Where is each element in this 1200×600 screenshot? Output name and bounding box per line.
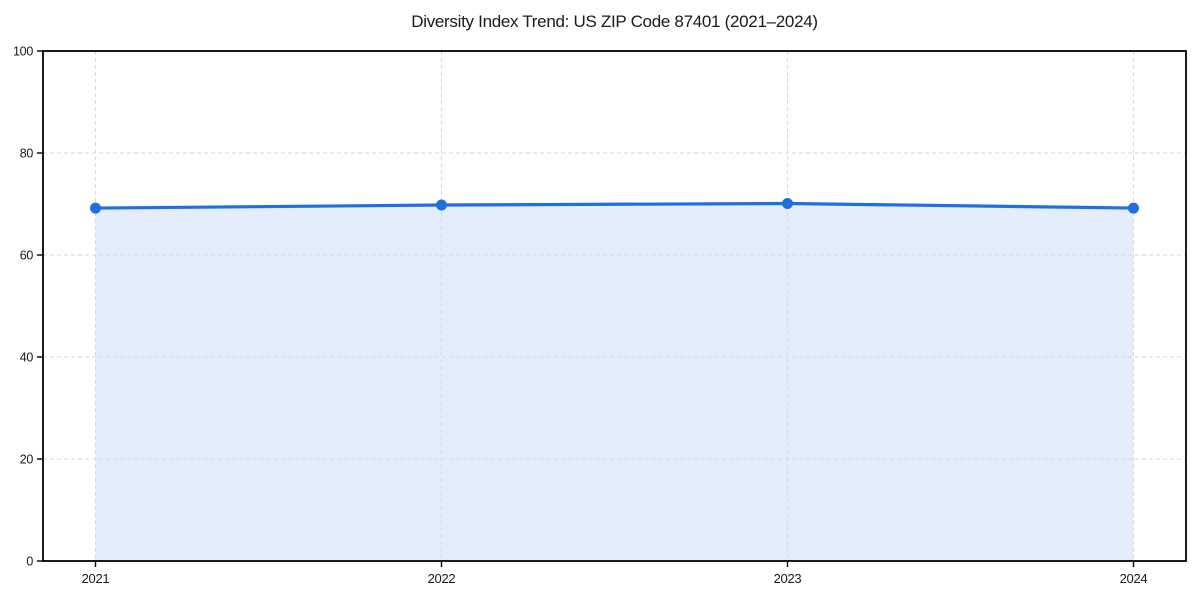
data-point-marker — [782, 197, 793, 209]
y-tick-label: 20 — [20, 453, 34, 467]
data-point-marker — [90, 202, 101, 214]
axis-frame — [42, 50, 1187, 562]
x-tick-label: 2022 — [428, 571, 456, 586]
x-tick-label: 2024 — [1120, 571, 1148, 586]
x-tick-label: 2021 — [82, 571, 110, 586]
trend-line — [93, 201, 1136, 210]
data-point-marker — [436, 199, 447, 211]
y-tick-label: 60 — [20, 249, 34, 263]
y-tick-label: 100 — [13, 45, 33, 59]
y-tick-label: 0 — [26, 555, 33, 569]
data-point-marker — [1128, 202, 1139, 214]
x-tick-label: 2023 — [774, 571, 802, 586]
chart-title: Diversity Index Trend: US ZIP Code 87401… — [411, 12, 818, 31]
y-tick-label: 40 — [20, 351, 34, 365]
y-tick-label: 80 — [20, 147, 34, 161]
area-fill — [95, 203, 1134, 562]
